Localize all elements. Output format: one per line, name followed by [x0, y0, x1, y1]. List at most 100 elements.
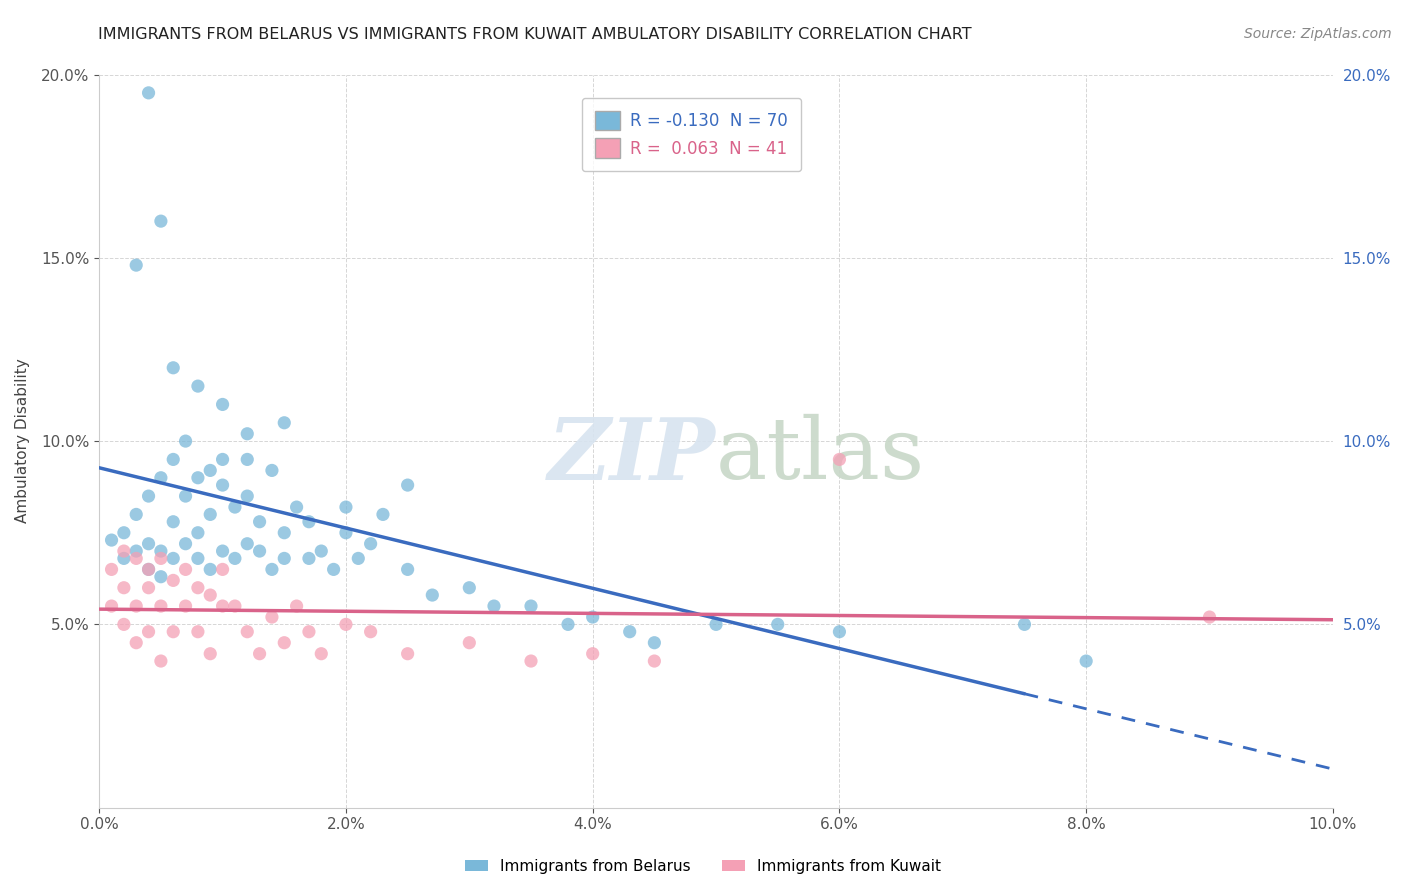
Point [187, 525, 209, 540]
Point [273, 416, 295, 430]
Point [112, 525, 135, 540]
Point [162, 551, 184, 566]
Point [396, 478, 419, 492]
Point [335, 525, 357, 540]
Point [125, 551, 148, 566]
Point [211, 544, 233, 558]
Y-axis label: Ambulatory Disability: Ambulatory Disability [15, 359, 30, 524]
Point [125, 544, 148, 558]
Point [162, 360, 184, 375]
Point [112, 544, 135, 558]
Point [396, 647, 419, 661]
Point [482, 599, 505, 613]
Point [112, 581, 135, 595]
Point [149, 551, 172, 566]
Point [520, 654, 543, 668]
Point [236, 537, 259, 551]
Point [149, 654, 172, 668]
Point [187, 379, 209, 393]
Point [138, 86, 160, 100]
Point [100, 533, 122, 547]
Point [298, 515, 321, 529]
Point [112, 617, 135, 632]
Point [200, 508, 222, 522]
Point [125, 599, 148, 613]
Point [100, 599, 122, 613]
Point [273, 636, 295, 650]
Point [149, 599, 172, 613]
Point [347, 551, 370, 566]
Point [138, 537, 160, 551]
Text: atlas: atlas [716, 414, 925, 498]
Point [322, 562, 344, 576]
Point [360, 624, 382, 639]
Point [557, 617, 579, 632]
Point [335, 617, 357, 632]
Point [187, 471, 209, 485]
Point [187, 551, 209, 566]
Point [766, 617, 789, 632]
Point [643, 654, 665, 668]
Point [236, 426, 259, 441]
Point [273, 551, 295, 566]
Point [200, 647, 222, 661]
Point [249, 647, 271, 661]
Point [260, 463, 283, 477]
Point [249, 544, 271, 558]
Point [200, 562, 222, 576]
Point [458, 581, 481, 595]
Point [125, 508, 148, 522]
Point [112, 551, 135, 566]
Point [298, 624, 321, 639]
Point [149, 214, 172, 228]
Point [224, 500, 246, 514]
Point [285, 500, 308, 514]
Point [236, 624, 259, 639]
Point [458, 636, 481, 650]
Point [619, 624, 641, 639]
Point [520, 599, 543, 613]
Point [285, 599, 308, 613]
Point [260, 610, 283, 624]
Point [200, 588, 222, 602]
Point [1014, 617, 1036, 632]
Point [371, 508, 394, 522]
Point [211, 452, 233, 467]
Point [311, 647, 333, 661]
Point [138, 489, 160, 503]
Point [360, 537, 382, 551]
Legend: R = -0.130  N = 70, R =  0.063  N = 41: R = -0.130 N = 70, R = 0.063 N = 41 [582, 97, 801, 171]
Legend: Immigrants from Belarus, Immigrants from Kuwait: Immigrants from Belarus, Immigrants from… [460, 853, 946, 880]
Point [704, 617, 727, 632]
Point [138, 562, 160, 576]
Point [149, 471, 172, 485]
Point [149, 570, 172, 584]
Point [1198, 610, 1220, 624]
Point [335, 500, 357, 514]
Point [420, 588, 443, 602]
Point [174, 434, 197, 449]
Point [162, 624, 184, 639]
Point [260, 562, 283, 576]
Point [174, 537, 197, 551]
Point [187, 581, 209, 595]
Point [1076, 654, 1098, 668]
Point [162, 574, 184, 588]
Point [100, 562, 122, 576]
Point [273, 525, 295, 540]
Point [149, 544, 172, 558]
Point [298, 551, 321, 566]
Point [582, 610, 605, 624]
Point [211, 397, 233, 411]
Point [582, 647, 605, 661]
Point [162, 452, 184, 467]
Point [174, 489, 197, 503]
Point [187, 624, 209, 639]
Point [174, 599, 197, 613]
Text: Source: ZipAtlas.com: Source: ZipAtlas.com [1244, 27, 1392, 41]
Point [211, 562, 233, 576]
Point [396, 562, 419, 576]
Point [125, 636, 148, 650]
Point [249, 515, 271, 529]
Point [236, 489, 259, 503]
